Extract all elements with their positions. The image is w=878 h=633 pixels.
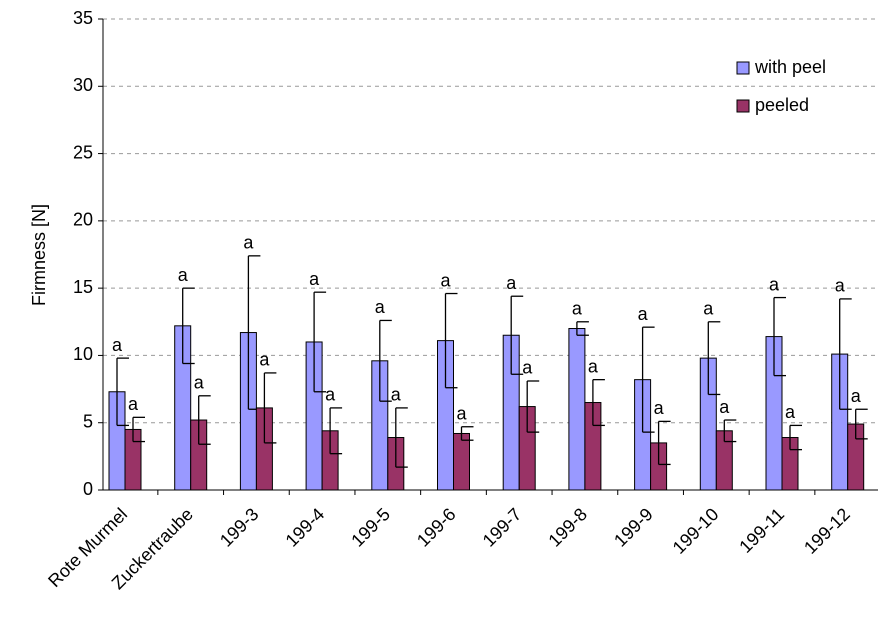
significance-letter: a — [654, 398, 665, 418]
y-axis-title: Firmness [N] — [29, 204, 49, 306]
significance-letter: a — [506, 273, 517, 293]
x-tick-label: 199-6 — [413, 504, 460, 551]
significance-letter: a — [178, 265, 189, 285]
legend-swatch — [736, 61, 750, 75]
significance-letter: a — [785, 402, 796, 422]
significance-letter: a — [588, 356, 599, 376]
significance-letter: a — [835, 276, 846, 296]
significance-letter: a — [128, 394, 139, 414]
y-tick-label: 25 — [73, 142, 93, 162]
x-tick-label: 199-11 — [735, 504, 788, 557]
significance-letter: a — [638, 304, 649, 324]
y-tick-label: 35 — [73, 8, 93, 28]
y-tick-label: 15 — [73, 277, 93, 297]
significance-letter: a — [375, 297, 386, 317]
x-tick-label: 199-9 — [610, 504, 657, 551]
significance-letter: a — [325, 385, 336, 405]
bar — [568, 328, 586, 491]
y-tick-label: 0 — [83, 479, 93, 499]
bar — [453, 432, 470, 491]
significance-letter: a — [391, 385, 402, 405]
x-tick-label: 199-7 — [479, 504, 526, 551]
significance-letter: a — [572, 299, 583, 319]
significance-letter: a — [719, 397, 730, 417]
legend-label: with peel — [754, 57, 826, 77]
y-tick-label: 20 — [73, 210, 93, 230]
significance-letter: a — [194, 373, 205, 393]
x-tick-label: 199-10 — [669, 504, 723, 558]
significance-letter: a — [851, 386, 862, 406]
significance-letter: a — [259, 350, 270, 370]
x-tick-label: 199-3 — [216, 504, 263, 551]
y-tick-label: 10 — [73, 344, 93, 364]
significance-letter: a — [309, 269, 320, 289]
significance-letter: a — [112, 335, 123, 355]
x-tick-label: 199-5 — [347, 504, 394, 551]
significance-letter: a — [522, 358, 533, 378]
significance-letter: a — [769, 274, 780, 294]
x-tick-label: 199-12 — [800, 504, 854, 558]
y-tick-label: 5 — [83, 411, 93, 431]
legend-swatch — [736, 99, 750, 113]
significance-letter: a — [440, 270, 451, 290]
x-tick-label: 199-8 — [544, 504, 591, 551]
y-tick-label: 30 — [73, 75, 93, 95]
significance-letter: a — [703, 299, 714, 319]
significance-letter: a — [456, 404, 467, 424]
legend-label: peeled — [755, 95, 809, 115]
x-tick-label: 199-4 — [282, 504, 329, 551]
significance-letter: a — [243, 233, 254, 253]
